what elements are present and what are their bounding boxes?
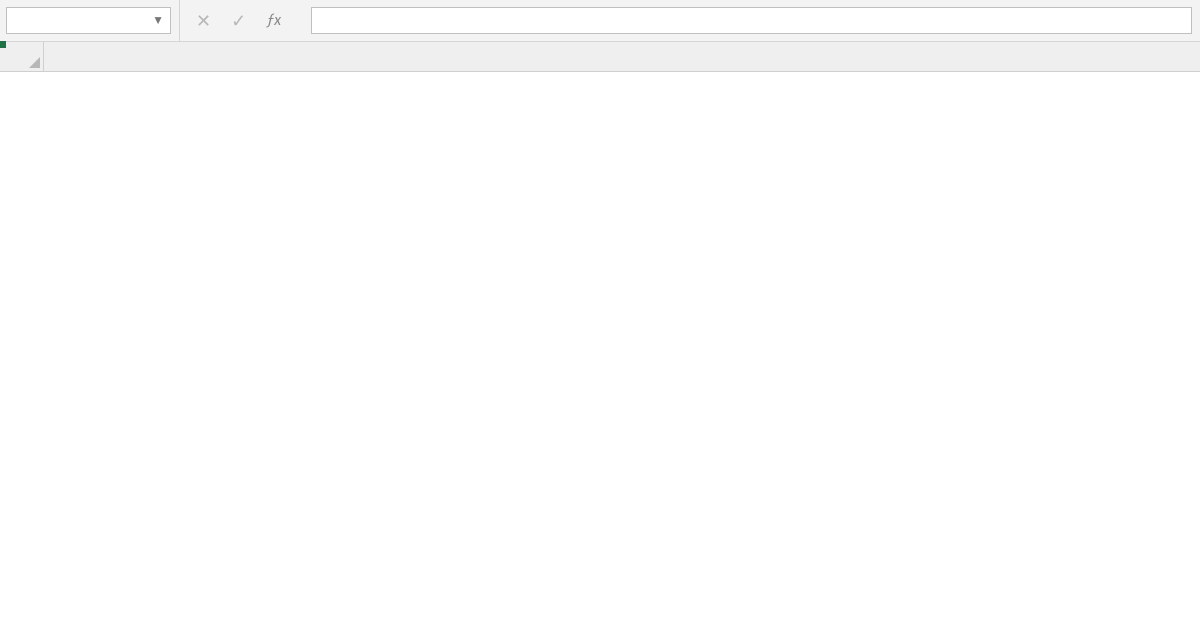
check-icon[interactable]: ✓ <box>231 10 246 32</box>
chevron-down-icon[interactable]: ▼ <box>152 13 164 28</box>
formula-buttons: ✕ ✓ ƒx <box>182 0 311 41</box>
spreadsheet <box>0 42 1200 630</box>
column-headers <box>44 42 1200 72</box>
cancel-icon[interactable]: ✕ <box>196 10 211 32</box>
divider <box>179 0 180 41</box>
formula-input[interactable] <box>311 7 1192 34</box>
fx-icon[interactable]: ƒx <box>266 11 297 30</box>
name-box[interactable]: ▼ <box>6 7 171 34</box>
select-all-triangle[interactable] <box>0 42 44 72</box>
formula-bar: ▼ ✕ ✓ ƒx <box>0 0 1200 42</box>
